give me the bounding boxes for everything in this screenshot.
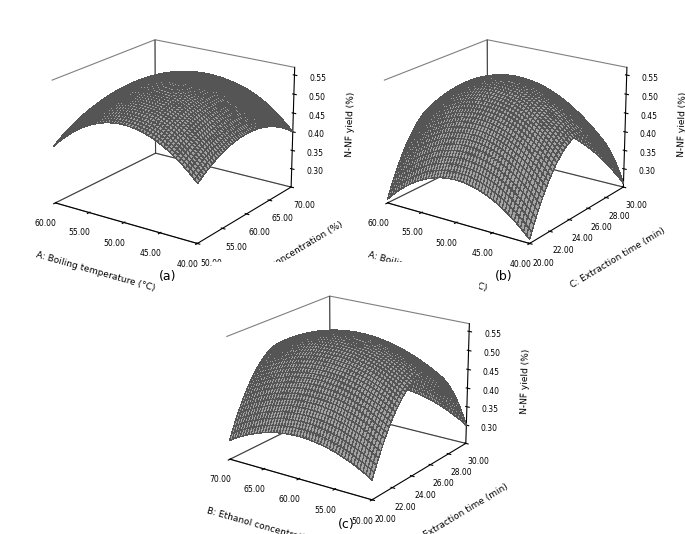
Text: (b): (b): [495, 270, 512, 282]
X-axis label: A: Boiling temperature (°C): A: Boiling temperature (°C): [367, 250, 488, 293]
X-axis label: B: Ethanol concentration (%): B: Ethanol concentration (%): [206, 506, 334, 534]
Text: (c): (c): [338, 519, 354, 531]
Y-axis label: C: Extraction time (min): C: Extraction time (min): [569, 226, 667, 289]
Text: (a): (a): [159, 270, 177, 282]
X-axis label: A: Boiling temperature (°C): A: Boiling temperature (°C): [35, 250, 155, 293]
Y-axis label: C: Extraction time (min): C: Extraction time (min): [412, 482, 510, 534]
Y-axis label: B: Ethanol concentration (%): B: Ethanol concentration (%): [228, 220, 345, 295]
